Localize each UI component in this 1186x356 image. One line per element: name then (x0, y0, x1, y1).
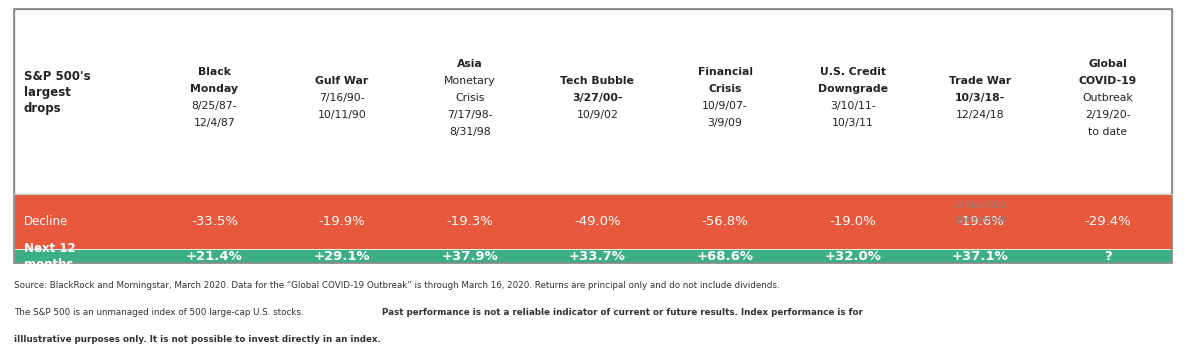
Text: +37.9%: +37.9% (441, 250, 498, 263)
Text: 8/25/87-: 8/25/87- (192, 101, 237, 111)
Text: 7/16/90-: 7/16/90- (319, 93, 365, 103)
Text: Next 12
months: Next 12 months (24, 242, 76, 271)
Text: Black: Black (198, 67, 231, 77)
Text: 3/9/09: 3/9/09 (708, 119, 742, 129)
Text: Financial: Financial (697, 67, 752, 77)
Text: Crisis: Crisis (455, 93, 484, 103)
Text: 24-Mar-2020: 24-Mar-2020 (954, 200, 1007, 210)
Text: @SoberLook: @SoberLook (954, 214, 1007, 223)
Text: Outbreak: Outbreak (1083, 93, 1134, 103)
Text: U.S. Credit: U.S. Credit (820, 67, 886, 77)
Text: Decline: Decline (24, 215, 68, 228)
Text: +29.1%: +29.1% (314, 250, 370, 263)
Text: Monday: Monday (191, 84, 238, 94)
Text: 2/19/20-: 2/19/20- (1085, 110, 1130, 120)
Text: 10/3/18-: 10/3/18- (955, 93, 1006, 103)
Text: 12/4/87: 12/4/87 (193, 119, 235, 129)
Bar (14, 249, 1172, 263)
Text: illlustrative purposes only. It is not possible to invest directly in an index.: illlustrative purposes only. It is not p… (14, 335, 381, 344)
Text: +32.0%: +32.0% (824, 250, 881, 263)
Bar (14, 9, 1172, 194)
Text: 10/11/90: 10/11/90 (318, 110, 366, 120)
Text: Source: BlackRock and Morningstar, March 2020. Data for the “Global COVID-19 Out: Source: BlackRock and Morningstar, March… (14, 281, 780, 290)
Text: -29.4%: -29.4% (1084, 215, 1131, 228)
Text: Past performance is not a reliable indicator of current or future results. Index: Past performance is not a reliable indic… (382, 308, 863, 317)
Text: 10/9/07-: 10/9/07- (702, 101, 748, 111)
Text: 7/17/98-: 7/17/98- (447, 110, 492, 120)
Text: 3/27/00-: 3/27/00- (572, 93, 623, 103)
Text: S&P 500's
largest
drops: S&P 500's largest drops (24, 70, 90, 115)
Text: Crisis: Crisis (708, 84, 741, 94)
Text: +68.6%: +68.6% (696, 250, 753, 263)
Text: -19.6%: -19.6% (957, 215, 1003, 228)
Text: Trade War: Trade War (949, 76, 1012, 86)
Bar (14, 194, 1172, 249)
Text: -56.8%: -56.8% (702, 215, 748, 228)
Text: ?: ? (1104, 250, 1111, 263)
Text: Global: Global (1089, 59, 1128, 69)
Text: Tech Bubble: Tech Bubble (561, 76, 635, 86)
Text: -33.5%: -33.5% (191, 215, 238, 228)
Text: +37.1%: +37.1% (952, 250, 1008, 263)
Text: -19.9%: -19.9% (319, 215, 365, 228)
Text: -19.3%: -19.3% (446, 215, 493, 228)
Text: Gulf War: Gulf War (315, 76, 369, 86)
Bar (14, 9, 1172, 263)
Text: Downgrade: Downgrade (817, 84, 887, 94)
Text: -19.0%: -19.0% (829, 215, 876, 228)
Text: 3/10/11-: 3/10/11- (830, 101, 875, 111)
Text: to date: to date (1089, 127, 1128, 137)
Text: 10/3/11: 10/3/11 (831, 119, 874, 129)
Text: COVID-19: COVID-19 (1079, 76, 1137, 86)
Text: Monetary: Monetary (444, 76, 496, 86)
Text: +21.4%: +21.4% (186, 250, 243, 263)
Text: -49.0%: -49.0% (574, 215, 620, 228)
Text: 12/24/18: 12/24/18 (956, 110, 1005, 120)
Text: 8/31/98: 8/31/98 (449, 127, 491, 137)
Text: +33.7%: +33.7% (569, 250, 626, 263)
Text: Asia: Asia (457, 59, 483, 69)
Text: The S&P 500 is an unmanaged index of 500 large-cap U.S. stocks.: The S&P 500 is an unmanaged index of 500… (14, 308, 307, 317)
Text: 10/9/02: 10/9/02 (576, 110, 618, 120)
